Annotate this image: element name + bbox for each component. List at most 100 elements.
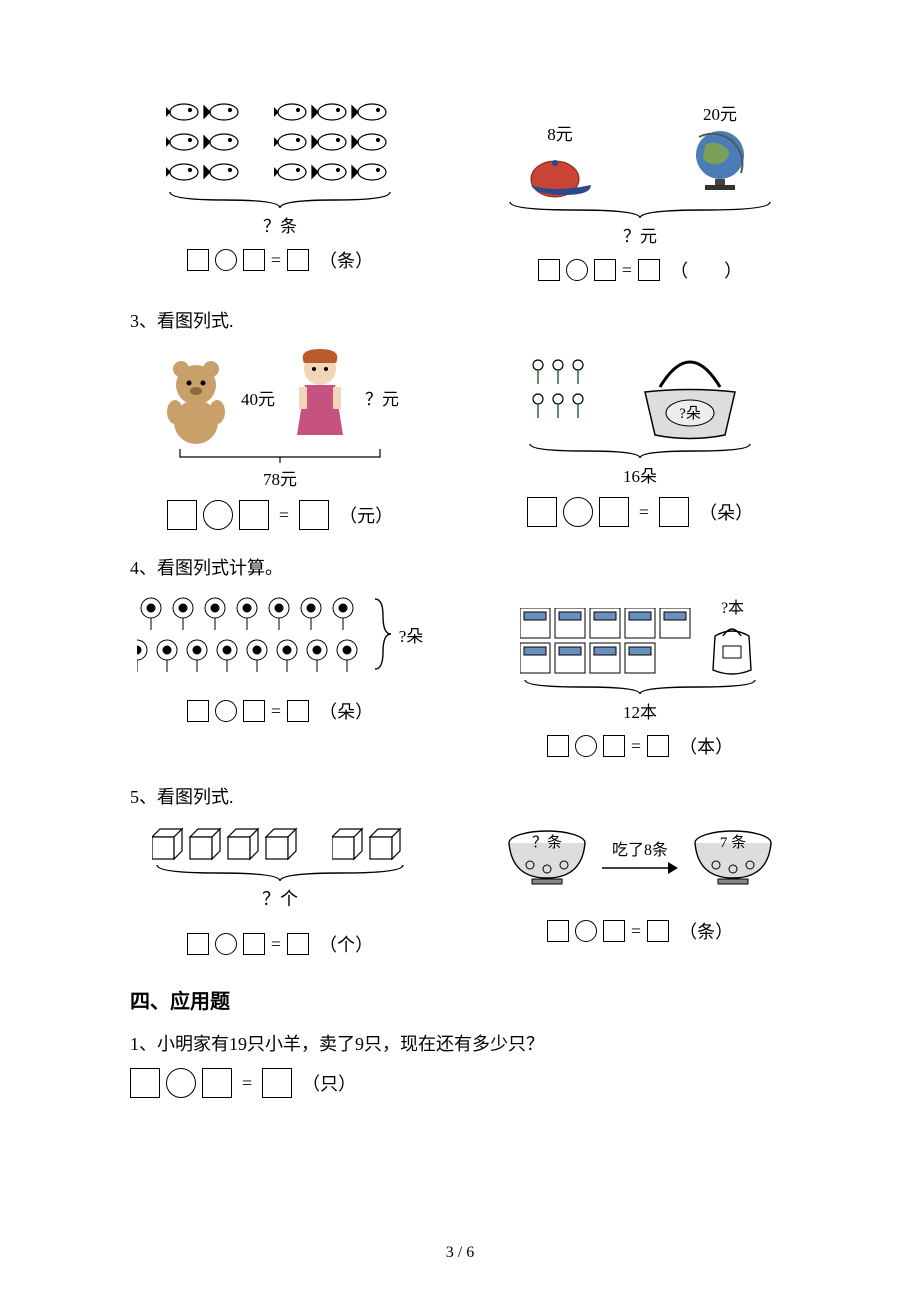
blank-box[interactable] [202,1068,232,1098]
bowl-right-icon: 7 条 [688,823,778,888]
page-number: 3 / 6 [0,1244,920,1262]
blank-box[interactable] [527,497,557,527]
cubes-right-icon [332,823,408,863]
blank-box[interactable] [243,933,265,955]
blank-box[interactable] [262,1068,292,1098]
operator-circle[interactable] [215,933,237,955]
cubes-equation: = （个） [187,931,373,957]
flower-basket-problem: ?朵 16朵 = （朵） [490,347,790,530]
flower-basket-row: ?朵 [530,347,750,442]
operator-circle[interactable] [566,259,588,281]
fish-equation: = （条） [187,247,373,273]
blank-box[interactable] [603,920,625,942]
blank-box[interactable] [638,259,660,281]
blank-box[interactable] [603,735,625,757]
unit-label: （本） [679,733,733,759]
books-diagram: ?本 12本 [520,594,760,723]
blank-box[interactable] [187,700,209,722]
row-q4: ?朵 = （朵） [130,594,790,759]
cap-icon [525,145,595,200]
blank-box[interactable] [243,249,265,271]
operator-circle[interactable] [203,500,233,530]
blank-box[interactable] [287,700,309,722]
blank-box[interactable] [239,500,269,530]
blank-box[interactable] [243,700,265,722]
books-total: 12本 [623,698,657,723]
equals-text: = [271,934,281,955]
fish-caption: ？条 [263,212,297,237]
unit-label: （条） [679,918,733,944]
bowls-problem: ？条 吃了8条 7 条 = （条） [490,823,790,957]
row-1: ？条 = （条） 8元 [130,100,790,283]
row-q3: 40元 ？元 78元 = （元） [130,347,790,530]
operator-circle[interactable] [575,920,597,942]
arrow-label: 吃了8条 [612,836,668,860]
cubes-problem: ？个 = （个） [130,823,430,957]
equals-text: = [631,736,641,757]
cap-globe-caption: ？元 [623,222,657,247]
blank-box[interactable] [594,259,616,281]
blank-box[interactable] [299,500,329,530]
blank-box[interactable] [599,497,629,527]
operator-circle[interactable] [563,497,593,527]
blank-box[interactable] [547,735,569,757]
bear-doll-problem: 40元 ？元 78元 = （元） [130,347,430,530]
blank-box[interactable] [538,259,560,281]
arrow-group: 吃了8条 [600,836,680,876]
bear-doll-diagram: 40元 ？元 78元 [161,347,399,490]
sunflower-problem: ?朵 = （朵） [130,594,430,759]
equals-text: = [631,921,641,942]
q5-label: 5、看图列式. [130,783,790,809]
equals-text: = [622,260,632,281]
blank-box[interactable] [287,933,309,955]
books-problem: ?本 12本 = （本） [490,594,790,759]
globe-icon [685,125,755,200]
bowl2-label: 7 条 [720,834,746,851]
bag-label: ?本 [721,594,744,618]
blank-box[interactable] [647,920,669,942]
operator-circle[interactable] [575,735,597,757]
q3-label: 3、看图列式. [130,307,790,333]
operator-circle[interactable] [215,249,237,271]
books-icon [520,608,695,678]
cap-globe-problem: 8元 20元 [490,100,790,283]
bear-doll-equation: = （元） [167,500,393,530]
brace-icon [505,200,775,222]
blank-box[interactable] [287,249,309,271]
fish-problem: ？条 = （条） [130,100,430,283]
bear-icon [161,357,231,447]
unit-label: （朵） [699,499,753,525]
globe-item: 20元 [685,100,755,200]
blank-box[interactable] [659,497,689,527]
cubes-row [152,823,408,863]
bowl-left-icon: ？条 [502,823,592,888]
s4-q1-label: 1、小明家有19只小羊，卖了9只，现在还有多少只？ [130,1030,790,1056]
equals-text: = [639,502,649,523]
blank-box[interactable] [547,920,569,942]
section4-title: 四、应用题 [130,985,790,1014]
basket-label: ?朵 [679,405,701,422]
unit-label: （只） [302,1070,356,1096]
bear-doll-row: 40元 ？元 [161,347,399,447]
books-row: ?本 [520,594,760,678]
flowers-icon [530,357,600,442]
blank-box[interactable] [187,933,209,955]
brace-icon [520,678,760,698]
bag-item: ?本 [705,594,760,678]
sunflower-side-label: ?朵 [399,622,424,647]
operator-circle[interactable] [215,700,237,722]
arrow-icon [600,860,680,876]
right-brace-icon [373,594,393,674]
blank-box[interactable] [187,249,209,271]
operator-circle[interactable] [166,1068,196,1098]
blank-box[interactable] [647,735,669,757]
q4-label: 4、看图列式计算。 [130,554,790,580]
sunflowers-icon [137,594,367,674]
doll-icon [285,347,355,447]
brace-icon [152,863,408,885]
fish-group-left [166,100,246,190]
flower-equation: = （朵） [527,497,753,527]
blank-box[interactable] [167,500,197,530]
unit-label: （元） [339,502,393,528]
blank-box[interactable] [130,1068,160,1098]
